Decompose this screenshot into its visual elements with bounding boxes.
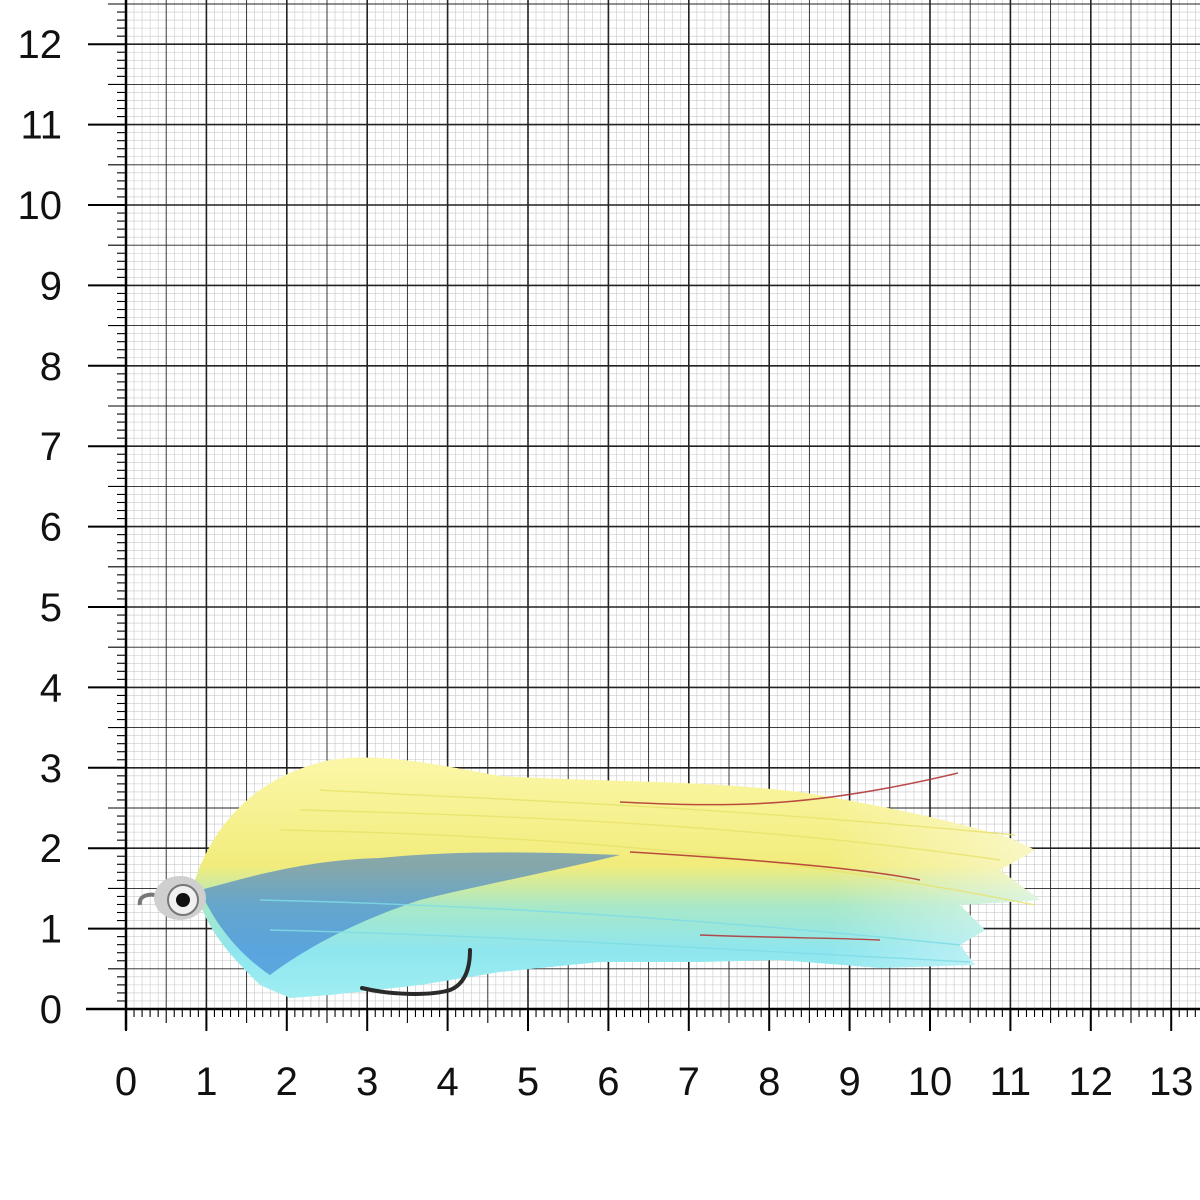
y-tick-label-11: 11 [20,104,62,148]
x-tick-label-13: 13 [1149,1060,1194,1104]
fly-lure-streamer [137,757,1040,998]
y-tick-label-6: 6 [40,506,62,550]
x-tick-label-4: 4 [436,1060,458,1104]
fly-pupil [176,893,190,907]
y-tick-label-0: 0 [40,988,62,1032]
x-tick-label-6: 6 [597,1060,619,1104]
x-tick-label-12: 12 [1069,1060,1114,1104]
x-tick-label-2: 2 [276,1060,298,1104]
x-tick-label-7: 7 [678,1060,700,1104]
x-tick-label-11: 11 [990,1060,1032,1104]
y-tick-label-5: 5 [40,586,62,630]
y-tick-label-7: 7 [40,425,62,469]
ruler-axes [86,0,1200,1031]
x-tick-label-3: 3 [356,1060,378,1104]
y-tick-label-1: 1 [40,908,62,952]
y-tick-label-12: 12 [18,23,63,67]
x-tick-label-10: 10 [908,1060,953,1104]
hook [360,948,472,996]
x-tick-label-9: 9 [838,1060,860,1104]
x-tick-label-8: 8 [758,1060,780,1104]
y-tick-label-10: 10 [18,184,63,228]
x-tick-label-5: 5 [517,1060,539,1104]
x-tick-label-0: 0 [115,1060,137,1104]
y-tick-label-9: 9 [40,264,62,308]
x-ruler-labels: 0 1 2 3 4 5 6 7 8 9 10 11 12 13 [115,1060,1194,1104]
y-tick-label-8: 8 [40,345,62,389]
fly-blue-stripe [200,852,620,975]
y-tick-label-3: 3 [40,747,62,791]
y-tick-label-2: 2 [40,827,62,871]
y-tick-label-4: 4 [40,666,62,710]
x-tick-label-1: 1 [195,1060,217,1104]
